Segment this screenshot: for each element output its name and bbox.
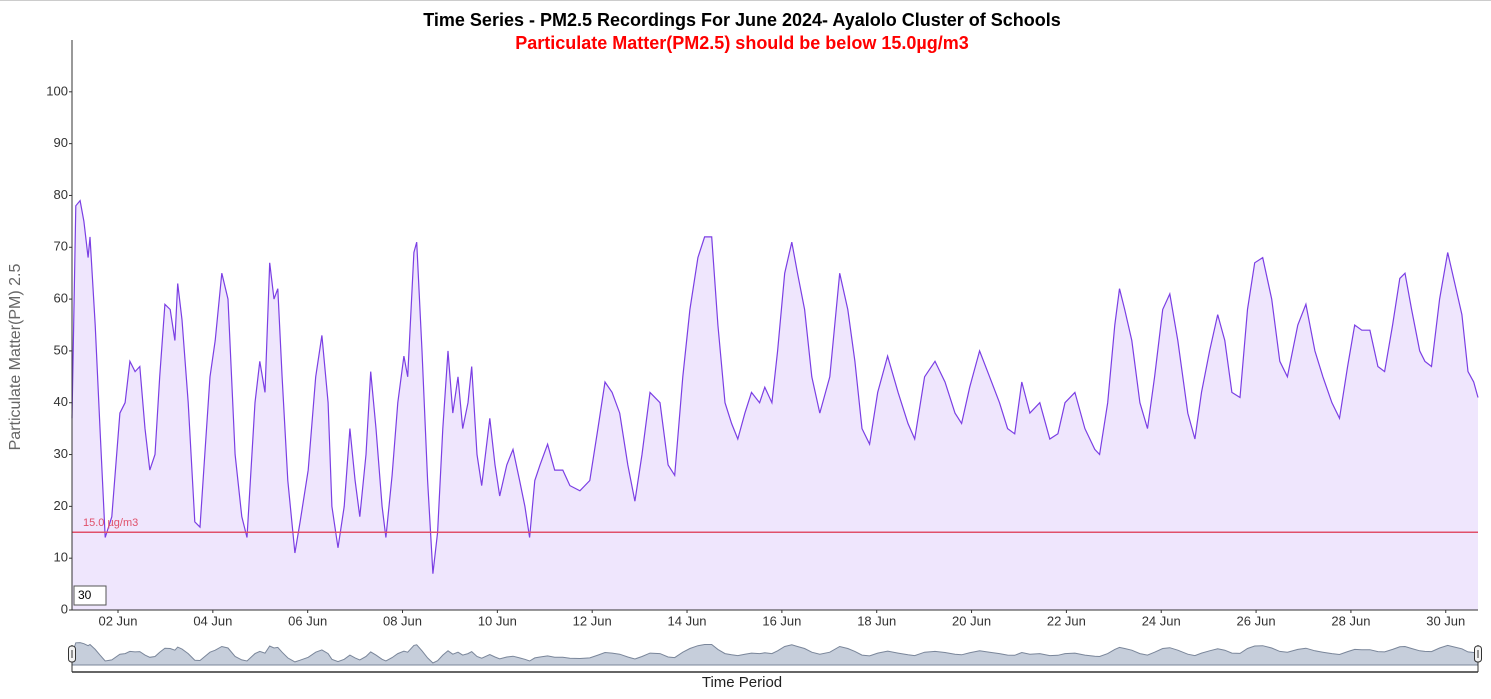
y-tick-label: 50	[54, 342, 68, 357]
x-tick-label: 20 Jun	[952, 613, 991, 628]
y-tick-label: 20	[54, 498, 68, 513]
y-axis-label: Particulate Matter(PM) 2.5	[7, 264, 24, 451]
x-tick-label: 30 Jun	[1426, 613, 1465, 628]
zoom-input: 30	[78, 588, 92, 602]
y-tick-label: 30	[54, 446, 68, 461]
x-tick-label: 06 Jun	[288, 613, 327, 628]
y-tick-label: 80	[54, 187, 68, 202]
y-tick-label: 0	[61, 601, 68, 616]
x-tick-label: 28 Jun	[1331, 613, 1370, 628]
chart-title: Time Series - PM2.5 Recordings For June …	[423, 10, 1061, 30]
x-tick-label: 26 Jun	[1237, 613, 1276, 628]
x-tick-label: 08 Jun	[383, 613, 422, 628]
line	[71, 199, 1479, 574]
x-axis-label: Time Period	[702, 674, 782, 691]
x-tick-label: 04 Jun	[193, 613, 232, 628]
chart-subtitle: Particulate Matter(PM2.5) should be belo…	[515, 33, 968, 53]
y-tick-label: 90	[54, 135, 68, 150]
y-tick-label: 70	[54, 239, 68, 254]
x-tick-label: 10 Jun	[478, 613, 517, 628]
x-tick-label: 14 Jun	[668, 613, 707, 628]
x-tick-label: 22 Jun	[1047, 613, 1086, 628]
threshold-label: 15.0 µg/m3	[83, 517, 138, 529]
y-tick-label: 100	[46, 83, 68, 98]
y-tick-label: 10	[54, 550, 68, 565]
x-tick-label: 24 Jun	[1142, 613, 1181, 628]
y-tick-label: 40	[54, 394, 68, 409]
x-tick-label: 18 Jun	[857, 613, 896, 628]
navigator-area	[71, 642, 1479, 666]
y-tick-label: 60	[54, 291, 68, 306]
x-tick-label: 02 Jun	[98, 613, 137, 628]
x-tick-label: 16 Jun	[762, 613, 801, 628]
area	[72, 200, 1478, 610]
x-tick-label: 12 Jun	[573, 613, 612, 628]
zoom-input-box	[73, 585, 107, 606]
